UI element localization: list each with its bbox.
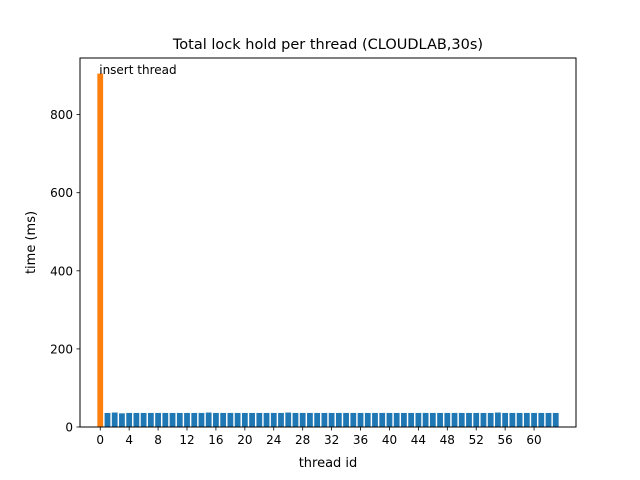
x-tick-label: 36 (353, 433, 368, 447)
bar-thread-9 (162, 412, 169, 427)
y-tick-label: 800 (50, 108, 73, 122)
bar-thread-62 (545, 412, 552, 427)
bar-thread-56 (502, 412, 509, 427)
bar-thread-1 (104, 412, 111, 427)
bar-thread-3 (119, 413, 125, 427)
bar-thread-39 (379, 412, 386, 427)
y-tick-label: 0 (65, 421, 73, 435)
bar-thread-23 (263, 412, 270, 427)
x-tick-label: 28 (295, 433, 310, 447)
bar-thread-24 (270, 412, 277, 427)
bar-thread-31 (321, 412, 328, 427)
bars-group (97, 73, 559, 427)
bar-thread-16 (213, 412, 219, 427)
bar-thread-43 (408, 412, 415, 427)
x-tick-label: 12 (179, 433, 194, 447)
chart-title: Total lock hold per thread (CLOUDLAB,30s… (172, 37, 483, 53)
bar-thread-18 (227, 412, 234, 427)
bar-thread-44 (415, 412, 422, 427)
annotation-insert-thread: insert thread (99, 63, 176, 77)
bar-thread-10 (169, 412, 176, 427)
x-tick-label: 16 (208, 433, 223, 447)
bar-thread-55 (495, 412, 501, 427)
bar-thread-35 (350, 412, 357, 427)
bar-thread-21 (249, 412, 255, 427)
bar-thread-6 (140, 412, 147, 427)
bar-thread-52 (473, 412, 480, 427)
bar-thread-22 (256, 412, 263, 427)
bar-thread-45 (422, 412, 429, 427)
bar-thread-58 (516, 412, 523, 427)
x-tick-label: 4 (125, 433, 133, 447)
bar-thread-29 (307, 412, 313, 427)
bar-thread-25 (278, 412, 284, 427)
x-tick-label: 44 (411, 433, 426, 447)
y-tick-label: 400 (50, 264, 73, 278)
x-axis-label: thread id (299, 456, 358, 471)
x-tick-label: 24 (266, 433, 281, 447)
bar-thread-19 (234, 412, 241, 427)
x-tick-label: 20 (237, 433, 252, 447)
bar-thread-46 (429, 412, 436, 427)
bar-thread-53 (480, 412, 487, 427)
bar-thread-63 (552, 412, 559, 427)
bar-thread-59 (523, 412, 530, 427)
bar-thread-49 (451, 412, 458, 427)
x-tick-label: 0 (96, 433, 104, 447)
bar-thread-36 (357, 412, 364, 427)
x-tick-label: 40 (382, 433, 397, 447)
x-tick-label: 52 (469, 433, 484, 447)
bar-thread-17 (220, 412, 227, 427)
x-tick-label: 32 (324, 433, 339, 447)
bar-thread-50 (458, 412, 465, 427)
plot-frame (79, 57, 577, 428)
bar-thread-60 (531, 412, 537, 427)
bar-thread-34 (343, 412, 349, 427)
bar-thread-33 (335, 412, 342, 427)
bar-thread-2 (111, 412, 118, 427)
y-axis-ticks: 0 200 400 600 800 (50, 108, 80, 435)
y-tick-label: 600 (50, 186, 73, 200)
x-axis-ticks: 0 4 8 12 16 20 24 28 32 36 40 44 48 52 56 60 (96, 427, 542, 447)
bar-thread-13 (191, 412, 198, 427)
y-tick-label: 200 (50, 342, 73, 356)
bar-thread-32 (328, 412, 335, 427)
bar-thread-41 (393, 412, 400, 427)
x-tick-label: 8 (154, 433, 162, 447)
bar-thread-20 (241, 412, 248, 427)
bar-thread-8 (155, 412, 161, 427)
x-tick-label: 60 (526, 433, 541, 447)
bar-thread-26 (285, 412, 292, 427)
bar-thread-51 (466, 412, 472, 427)
bar-thread-42 (401, 412, 407, 427)
bar-thread-57 (509, 412, 516, 427)
x-tick-label: 56 (498, 433, 513, 447)
bar-thread-15 (205, 412, 212, 427)
bar-thread-27 (292, 412, 299, 427)
bar-thread-11 (176, 412, 183, 427)
bar-thread-48 (444, 412, 451, 427)
bar-thread-12 (184, 412, 190, 427)
x-tick-label: 48 (440, 433, 455, 447)
bar-thread-61 (538, 412, 545, 427)
bar-thread-30 (314, 412, 321, 427)
bar-thread-28 (299, 412, 306, 427)
bar-insert-thread (97, 73, 104, 427)
bar-thread-4 (126, 412, 133, 427)
bar-thread-54 (487, 412, 494, 427)
bar-thread-14 (198, 412, 205, 427)
bar-thread-37 (364, 412, 371, 427)
bar-thread-40 (386, 412, 393, 427)
bar-thread-47 (437, 412, 443, 427)
y-axis-label: time (ms) (24, 211, 39, 274)
bar-thread-38 (372, 412, 378, 427)
bar-thread-7 (147, 412, 154, 427)
bar-thread-5 (133, 412, 140, 427)
